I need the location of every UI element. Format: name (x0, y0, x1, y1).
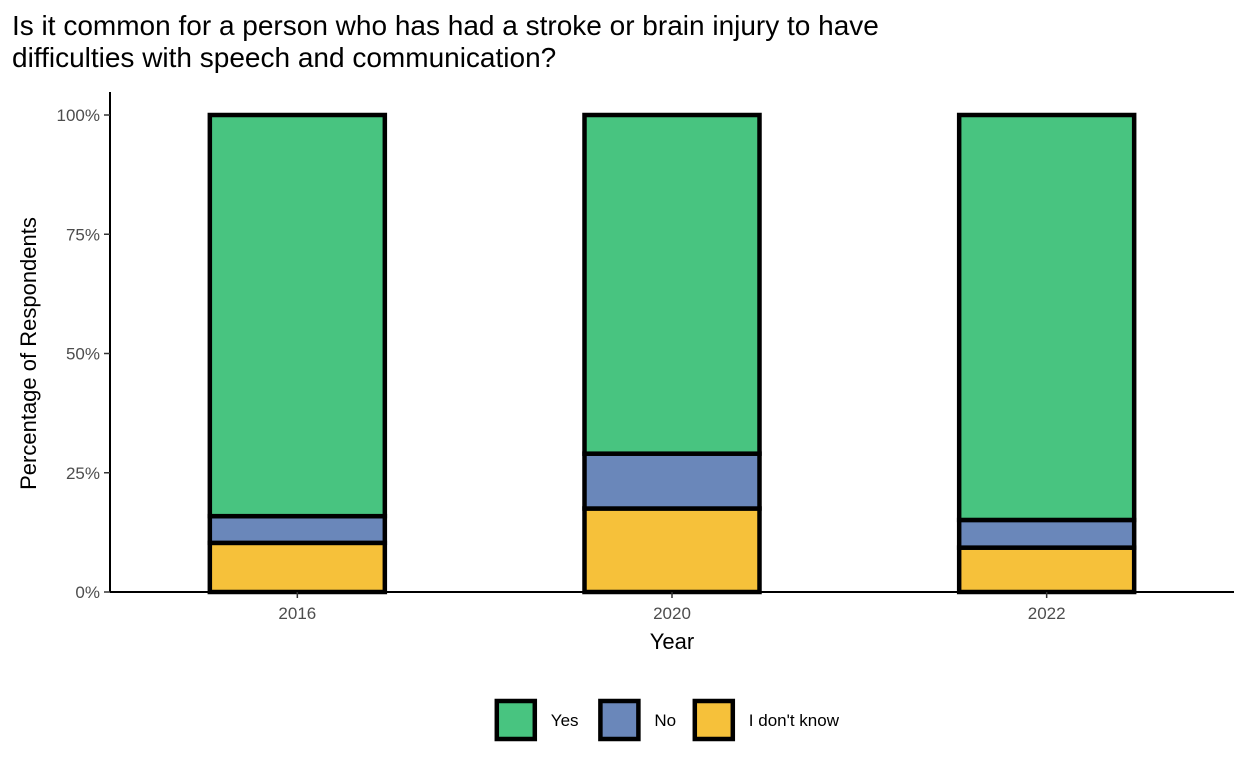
legend-key-yes (494, 698, 538, 742)
bar-2022-yes (956, 112, 1137, 523)
y-axis-title: Percentage of Respondents (16, 217, 41, 490)
legend-label-no: No (654, 711, 676, 730)
chart-title: Is it common for a person who has had a … (12, 10, 1232, 74)
x-tick-label: 2016 (278, 604, 316, 623)
bar-2016-no (207, 513, 388, 546)
x-tick-label: 2020 (653, 604, 691, 623)
bar-2022-i-don-t-know (956, 545, 1137, 595)
bars-group (207, 112, 1137, 595)
y-tick-label: 100% (57, 106, 100, 125)
y-tick-label: 25% (66, 464, 100, 483)
axes-group: 0% 25% 50% 75% 100% 2016 2020 2022 Year Percentag… (16, 92, 1234, 654)
y-tick-label: 75% (66, 225, 100, 244)
legend-label-yes: Yes (551, 711, 579, 730)
bar-2016-i-don-t-know (207, 540, 388, 595)
legend: Yes No I don't know (494, 698, 840, 742)
legend-key-i-don-t-know (692, 698, 736, 742)
y-tick-label: 0% (75, 583, 100, 602)
x-tick-label: 2022 (1028, 604, 1066, 623)
bar-2020-no (582, 451, 762, 511)
bar-2022-no (956, 517, 1137, 550)
bar-2016-yes (207, 112, 388, 519)
chart-title-line-1: Is it common for a person who has had a … (12, 10, 879, 41)
legend-key-no (598, 698, 641, 742)
y-tick-label: 50% (66, 345, 100, 364)
legend-label-i-don-t-know: I don't know (749, 711, 840, 730)
chart-title-line-2: difficulties with speech and communicati… (12, 42, 557, 73)
bar-2020-i-don-t-know (582, 506, 762, 595)
bar-2020-yes (582, 112, 762, 456)
x-axis-title: Year (650, 629, 694, 654)
